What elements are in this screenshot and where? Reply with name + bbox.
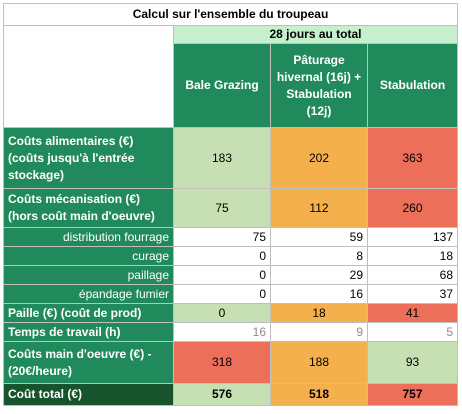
row-label-curage: curage [3, 246, 174, 266]
cell-value: 202 [270, 127, 368, 189]
table-title: Calcul sur l'ensemble du troupeau [3, 3, 458, 26]
cell-value: 41 [367, 303, 458, 323]
cell-value: 260 [367, 188, 458, 228]
table-row: épandage fumier 0 16 37 [3, 284, 458, 304]
row-label-epandage: épandage fumier [3, 284, 174, 304]
cell-value: 757 [367, 383, 458, 406]
cell-value: 5 [367, 322, 458, 342]
table-row: paillage 0 29 68 [3, 265, 458, 285]
table-row: Paille (€) (coût de prod) 0 18 41 [3, 303, 458, 323]
cell-value: 75 [173, 188, 271, 228]
table-row: Coûts mécanisation (€) (hors coût main d… [3, 188, 458, 228]
cell-value: 68 [367, 265, 458, 285]
cell-value: 9 [270, 322, 368, 342]
cell-value: 183 [173, 127, 271, 189]
cell-value: 518 [270, 383, 368, 406]
cell-value: 18 [367, 246, 458, 266]
row-label-couts-mecanisation: Coûts mécanisation (€) (hors coût main d… [3, 188, 174, 228]
table-row: distribution fourrage 75 59 137 [3, 227, 458, 247]
column-header-stabulation: Stabulation [367, 43, 458, 128]
row-label-paille: Paille (€) (coût de prod) [3, 303, 174, 323]
row-label-couts-alimentaires: Coûts alimentaires (€) (coûts jusqu'à l'… [3, 127, 174, 189]
cell-value: 16 [270, 284, 368, 304]
table-row: Temps de travail (h) 16 9 5 [3, 322, 458, 342]
cell-value: 75 [173, 227, 271, 247]
cell-value: 137 [367, 227, 458, 247]
table-row: curage 0 8 18 [3, 246, 458, 266]
cell-value: 59 [270, 227, 368, 247]
row-label-main-oeuvre: Coûts main d'oeuvre (€) - (20€/heure) [3, 341, 174, 384]
table-row: Coûts alimentaires (€) (coûts jusqu'à l'… [3, 127, 458, 189]
row-label-total: Coût total (€) [3, 383, 174, 406]
table-row: Coûts main d'oeuvre (€) - (20€/heure) 31… [3, 341, 458, 384]
cell-value: 18 [270, 303, 368, 323]
cell-value: 8 [270, 246, 368, 266]
cell-value: 0 [173, 246, 271, 266]
period-header: 28 jours au total [173, 25, 458, 44]
cell-value: 363 [367, 127, 458, 189]
cell-value: 318 [173, 341, 271, 384]
cell-value: 576 [173, 383, 271, 406]
cell-value: 37 [367, 284, 458, 304]
row-label-temps: Temps de travail (h) [3, 322, 174, 342]
cell-value: 16 [173, 322, 271, 342]
table-row-total: Coût total (€) 576 518 757 [3, 383, 458, 406]
cell-value: 29 [270, 265, 368, 285]
cell-value: 0 [173, 284, 271, 304]
cost-table: Calcul sur l'ensemble du troupeau 28 jou… [3, 3, 458, 406]
column-header-paturage: Pâturage hivernal (16j) + Stabulation (1… [270, 43, 368, 128]
cell-value: 0 [173, 303, 271, 323]
cell-value: 0 [173, 265, 271, 285]
row-label-distribution: distribution fourrage [3, 227, 174, 247]
corner-blank [3, 25, 174, 128]
row-label-paillage: paillage [3, 265, 174, 285]
cell-value: 93 [367, 341, 458, 384]
cell-value: 112 [270, 188, 368, 228]
column-header-bale-grazing: Bale Grazing [173, 43, 271, 128]
cell-value: 188 [270, 341, 368, 384]
